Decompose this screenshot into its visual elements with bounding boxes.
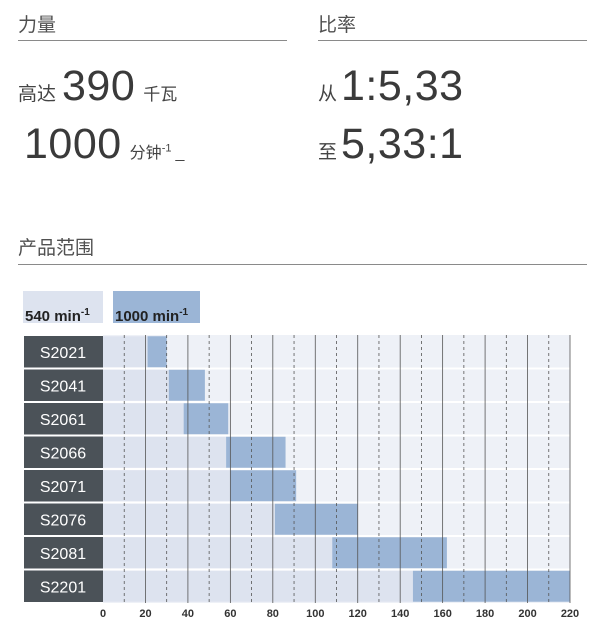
bar-S2071-series-2 <box>230 470 297 502</box>
power-title: 力量 <box>18 15 57 36</box>
x-tick-label-200: 200 <box>518 608 536 620</box>
x-tick-label-140: 140 <box>391 608 409 620</box>
bar-S2076-series-1 <box>103 503 275 535</box>
bar-S2201-series-1 <box>103 570 413 602</box>
bar-S2041-series-1 <box>103 369 169 401</box>
power-max-line: 高达 390 千瓦 <box>18 62 177 111</box>
model-label-box-S2071 <box>24 470 103 502</box>
speed-unit-sup: -1 <box>161 142 172 155</box>
x-tick-label-0: 0 <box>100 608 106 620</box>
legend-swatch-1 <box>23 291 103 323</box>
speed-unit-text: 分钟 <box>129 145 162 162</box>
bar-S2081-series-1 <box>103 537 333 569</box>
ratio-to-prefix: 至 <box>318 142 338 163</box>
model-label-S2061: S2061 <box>40 412 86 429</box>
model-label-S2041: S2041 <box>40 378 86 395</box>
x-tick-label-220: 220 <box>561 608 579 620</box>
speed-line: 1000 分钟-1 _ <box>24 120 184 169</box>
bar-S2066-series-1 <box>103 436 227 468</box>
x-tick-label-60: 60 <box>224 608 236 620</box>
model-label-S2071: S2071 <box>40 479 86 496</box>
range-title: 产品范围 <box>18 238 95 259</box>
model-label-S2066: S2066 <box>40 445 86 462</box>
model-label-S2076: S2076 <box>40 512 86 529</box>
model-label-box-S2021 <box>24 336 103 368</box>
model-label-box-S2061 <box>24 403 103 435</box>
power-prefix: 高达 <box>18 84 57 105</box>
x-tick-label-160: 160 <box>433 608 451 620</box>
x-tick-label-80: 80 <box>267 608 279 620</box>
bar-S2061-series-2 <box>183 403 229 435</box>
legend-label-2: 1000 min-1 <box>115 307 189 325</box>
model-label-S2021: S2021 <box>40 345 86 362</box>
bar-S2041-series-2 <box>168 369 205 401</box>
power-value: 390 <box>62 62 136 110</box>
ratio-to-value: 5,33:1 <box>341 120 464 168</box>
speed-suffix: _ <box>175 145 185 162</box>
model-label-S2081: S2081 <box>40 546 86 563</box>
ratio-divider <box>318 40 587 41</box>
power-divider <box>18 40 287 41</box>
ratio-to-line: 至 5,33:1 <box>318 120 464 169</box>
model-label-S2201: S2201 <box>40 579 86 596</box>
bar-S2076-series-2 <box>274 503 358 535</box>
bar-S2081-series-2 <box>332 537 447 569</box>
legend-swatch-2 <box>113 291 200 323</box>
range-divider <box>18 264 587 265</box>
x-tick-label-120: 120 <box>349 608 367 620</box>
bar-S2066-series-2 <box>226 436 286 468</box>
x-tick-label-180: 180 <box>476 608 494 620</box>
speed-unit: 分钟-1 <box>130 139 172 163</box>
ratio-from-prefix: 从 <box>318 84 338 105</box>
ratio-from-value: 1:5,33 <box>341 62 464 110</box>
model-label-box-S2081 <box>24 537 103 569</box>
ratio-title: 比率 <box>318 15 357 36</box>
speed-value: 1000 <box>24 120 122 168</box>
bar-S2201-series-2 <box>412 570 570 602</box>
legend-label-1: 540 min-1 <box>25 307 90 325</box>
ratio-from-line: 从 1:5,33 <box>318 62 464 111</box>
bar-S2061-series-1 <box>103 403 184 435</box>
x-tick-label-100: 100 <box>306 608 324 620</box>
model-label-box-S2041 <box>24 369 103 401</box>
bar-S2021-series-2 <box>147 336 167 368</box>
model-label-box-S2066 <box>24 436 103 468</box>
power-unit: 千瓦 <box>143 85 178 104</box>
model-label-box-S2201 <box>24 570 103 602</box>
x-tick-label-20: 20 <box>139 608 151 620</box>
model-label-box-S2076 <box>24 503 103 535</box>
x-tick-label-40: 40 <box>182 608 194 620</box>
